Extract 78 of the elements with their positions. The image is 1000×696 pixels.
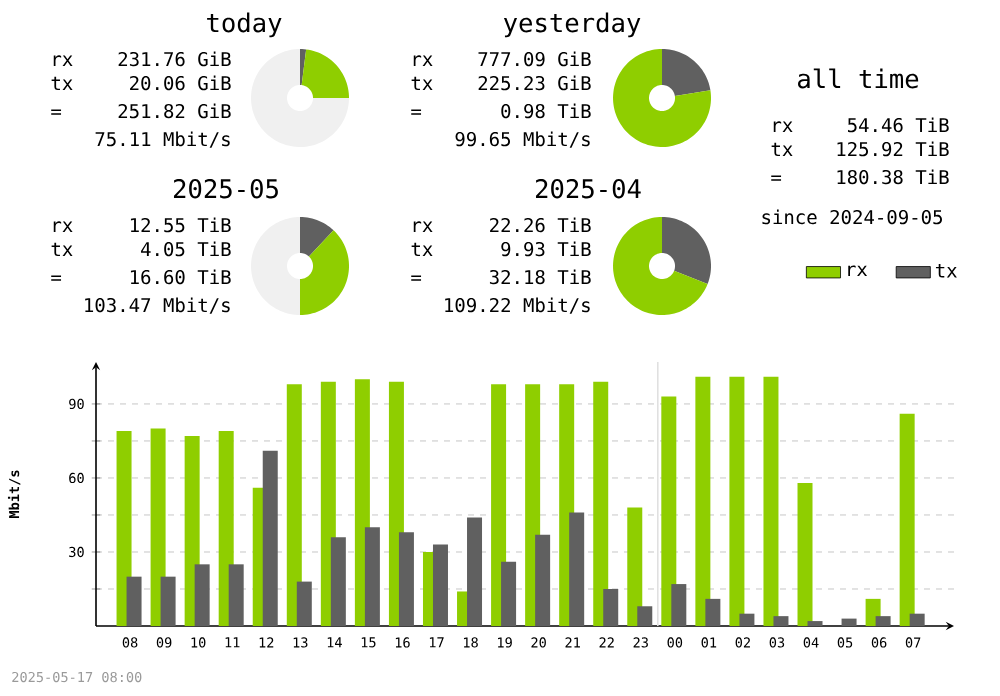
bar: [875, 616, 891, 627]
bar: [262, 450, 278, 627]
bar: [228, 564, 244, 627]
bar: [160, 576, 176, 627]
text: 75.11 Mbit/s: [95, 131, 230, 148]
text: 103.47 Mbit/s: [85, 297, 230, 314]
text: 4.05 TiB: [141, 241, 231, 257]
text: 777.09 GiB: [478, 51, 591, 67]
chart-title: yesterday: [503, 12, 641, 38]
bar: [286, 384, 302, 627]
text: 32.18 TiB: [489, 269, 591, 285]
text: rx: [413, 221, 433, 233]
text: =: [771, 175, 782, 181]
bar: [467, 517, 483, 627]
bar: [807, 621, 823, 627]
text: 0.98 TiB: [501, 103, 591, 119]
bar: [603, 589, 619, 627]
bar: [797, 482, 813, 627]
text: tx: [411, 76, 433, 90]
text: all time: [798, 68, 919, 89]
bar: [637, 606, 653, 627]
bar: [194, 564, 210, 627]
bar: [627, 507, 643, 627]
chart-title: today: [207, 12, 282, 38]
text: rx: [413, 55, 433, 66]
bar: [593, 381, 609, 627]
text: 231.76 GiB: [118, 51, 231, 67]
text: tx: [51, 76, 73, 90]
bar: [705, 598, 721, 627]
text: 54.46 TiB: [847, 117, 949, 133]
bar: [432, 544, 448, 627]
bar: [661, 396, 677, 627]
text: 125.92 TiB: [837, 141, 949, 157]
text: =: [411, 109, 422, 115]
bar: [491, 384, 507, 627]
text: tx: [411, 242, 433, 257]
legend-label: rx: [848, 265, 868, 277]
chart-title: 2025-05: [173, 179, 278, 199]
legend-label: tx: [935, 264, 957, 278]
text: =: [51, 275, 62, 281]
text: 22.26 TiB: [490, 217, 591, 233]
text: rx: [773, 121, 793, 132]
bar: [729, 376, 745, 627]
bar: [899, 413, 915, 627]
text: 180.38 TiB: [837, 169, 949, 185]
bar: [330, 537, 346, 627]
bar: [739, 613, 755, 627]
bar: [501, 561, 517, 627]
text: tx: [771, 142, 793, 156]
text: 20.06 GiB: [130, 75, 231, 91]
chart-title: 2025-04: [535, 179, 641, 199]
text: =: [51, 109, 62, 115]
bar: [909, 613, 925, 627]
bar: [398, 532, 414, 627]
text: rx: [53, 221, 73, 233]
text: 16.60 TiB: [130, 269, 231, 285]
bar: [671, 584, 687, 627]
bar: [763, 376, 779, 627]
bar: [535, 534, 551, 627]
text: tx: [51, 242, 73, 257]
text: 251.82 GiB: [118, 103, 231, 119]
text: 12.55 TiB: [130, 217, 231, 233]
bar: [116, 431, 132, 627]
text: since 2024-09-05: [762, 209, 942, 225]
bar: [296, 581, 312, 627]
text: rx: [53, 55, 73, 66]
text: 9.93 TiB: [501, 241, 591, 257]
text: =: [411, 275, 422, 281]
bar: [773, 616, 789, 627]
text: 99.65 Mbit/s: [455, 131, 590, 148]
bar: [126, 576, 142, 627]
bar: [150, 428, 166, 627]
bar: [695, 376, 711, 627]
bar: [841, 618, 857, 627]
text: 225.23 GiB: [478, 75, 591, 91]
bar: [364, 527, 380, 627]
bar: [569, 512, 585, 627]
text: 109.22 Mbit/s: [445, 297, 590, 314]
